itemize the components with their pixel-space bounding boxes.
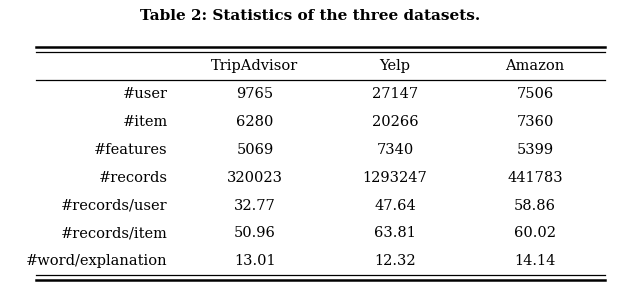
Text: Table 2: Statistics of the three datasets.: Table 2: Statistics of the three dataset…	[140, 9, 480, 23]
